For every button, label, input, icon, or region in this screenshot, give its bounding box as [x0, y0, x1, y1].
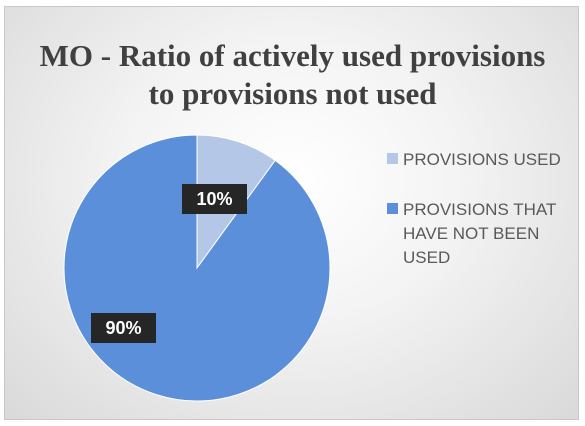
legend: PROVISIONS USED PROVISIONS THAT HAVE NOT…	[387, 148, 577, 296]
legend-swatch-provisions-used	[387, 153, 398, 164]
data-label-provisions-used: 10%	[182, 184, 247, 214]
legend-item-provisions-used: PROVISIONS USED	[387, 148, 577, 172]
legend-label-provisions-not-used: PROVISIONS THAT HAVE NOT BEEN USED	[403, 200, 557, 267]
chart-title: MO - Ratio of actively used provisions t…	[39, 38, 546, 111]
pie-slice-provisions-not-used	[63, 134, 331, 402]
chart-area: MO - Ratio of actively used provisions t…	[4, 6, 579, 420]
data-label-provisions-not-used: 90%	[91, 313, 156, 343]
legend-label-provisions-used: PROVISIONS USED	[403, 150, 561, 169]
legend-item-provisions-not-used: PROVISIONS THAT HAVE NOT BEEN USED	[387, 198, 577, 270]
legend-swatch-provisions-not-used	[387, 203, 398, 214]
